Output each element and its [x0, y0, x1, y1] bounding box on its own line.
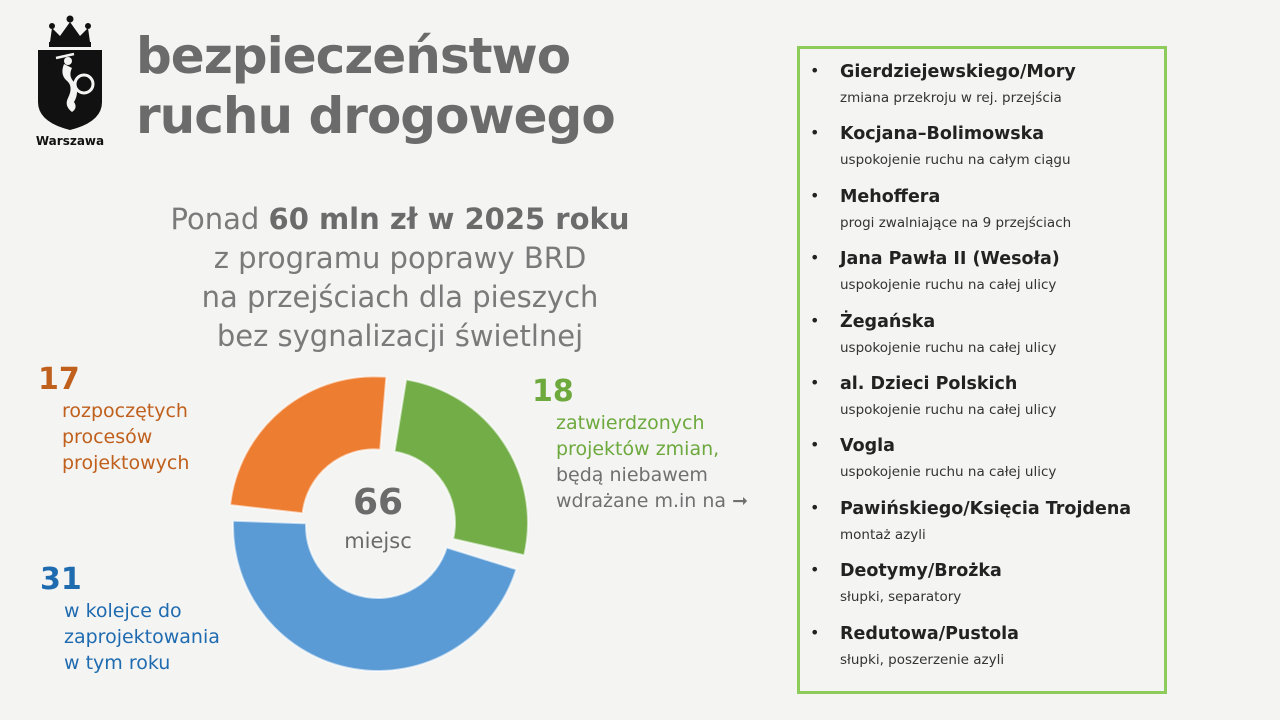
list-item: • Deotymy/Brożka słupki, separatory: [800, 558, 1164, 620]
subtitle-prefix: Ponad: [170, 202, 269, 236]
subtitle-line-1: Ponad 60 mln zł w 2025 roku: [120, 200, 680, 239]
bullet-icon: •: [810, 560, 820, 580]
bullet-icon: •: [810, 435, 820, 455]
subtitle: Ponad 60 mln zł w 2025 roku z programu p…: [120, 200, 680, 356]
donut-center-value: 66: [353, 482, 403, 523]
logo-text: Warszawa: [35, 134, 105, 148]
bullet-icon: •: [810, 497, 820, 517]
subtitle-line-4: bez sygnalizacji świetlnej: [216, 319, 584, 353]
stat-approved: 18 zatwierdzonych projektów zmian, będą …: [532, 374, 748, 514]
donut-slice: [232, 519, 518, 672]
list-item: • Mehoffera progi zwalniające na 9 przejśc…: [800, 184, 1164, 246]
list-item: • Gierdziejewskiego/Mory zmiana przekroju …: [800, 59, 1164, 121]
list-item: • al. Dzieci Polskich uspokojenie ruchu na…: [800, 371, 1164, 433]
list-item-name: Vogla: [840, 436, 895, 457]
list-item-desc: słupki, separatory: [840, 589, 962, 606]
stat-started: 17 rozpoczętych procesów projektowych: [38, 362, 189, 476]
list-item-desc: montaż azyli: [840, 526, 926, 543]
bullet-icon: •: [810, 61, 820, 80]
warsaw-logo: Warszawa: [34, 14, 106, 154]
list-item-desc: zmiana przekroju w rej. przejścia: [840, 90, 1062, 106]
list-item-name: Gierdziejewskiego/Mory: [840, 62, 1076, 82]
list-item: • Vogla uspokojenie ruchu na całej ulicy: [800, 433, 1164, 495]
list-item-name: Jana Pawła II (Wesoła): [840, 249, 1060, 270]
list-item-name: al. Dzieci Polskich: [840, 373, 1018, 394]
bullet-icon: •: [810, 185, 820, 205]
list-item: • Redutowa/Pustola słupki, poszerzenie azy…: [800, 621, 1164, 683]
list-item-desc: uspokojenie ruchu na całej ulicy: [840, 464, 1057, 481]
list-item-name: Żegańska: [840, 311, 936, 332]
stat-started-value: 17: [38, 362, 80, 397]
stat-approved-note: będą niebawem wdrażane m.in na ➞: [556, 464, 748, 512]
title-line-2: ruchu drogowego: [136, 87, 616, 145]
list-item: • Kocjana–Bolimowska uspokojenie ruchu na …: [800, 121, 1164, 183]
project-list: • Gierdziejewskiego/Mory zmiana przekroju …: [800, 49, 1164, 683]
list-item-name: Kocjana–Bolimowska: [840, 124, 1045, 145]
stat-queued-value: 31: [40, 562, 82, 597]
bullet-icon: •: [810, 622, 820, 642]
list-item-desc: uspokojenie ruchu na całej ulicy: [840, 277, 1057, 294]
donut-chart: 66 miejsc: [229, 375, 529, 672]
title-line-1: bezpieczeństwo: [136, 27, 571, 85]
bullet-icon: •: [810, 372, 820, 392]
stat-approved-value: 18: [532, 374, 574, 409]
list-item: • Pawińskiego/Księcia Trojdena montaż azyl…: [800, 496, 1164, 558]
project-list-panel: • Gierdziejewskiego/Mory zmiana przekroju …: [797, 46, 1167, 694]
bullet-icon: •: [810, 310, 820, 330]
list-item-name: Redutowa/Pustola: [840, 623, 1019, 644]
list-item-desc: uspokojenie ruchu na całym ciągu: [840, 152, 1071, 169]
stat-approved-label: zatwierdzonych projektów zmian,: [556, 412, 720, 460]
list-item-desc: słupki, poszerzenie azyli: [840, 651, 1005, 668]
donut-center-label: miejsc: [344, 529, 412, 553]
stat-started-label: rozpoczętych procesów projektowych: [62, 400, 190, 474]
donut-slice: [229, 375, 388, 515]
list-item-desc: uspokojenie ruchu na całej ulicy: [840, 339, 1057, 356]
subtitle-bold: 60 mln zł w 2025 roku: [268, 202, 630, 236]
list-item-desc: uspokojenie ruchu na całej ulicy: [840, 401, 1057, 418]
list-item-desc: progi zwalniające na 9 przejściach: [840, 214, 1072, 231]
list-item: • Jana Pawła II (Wesoła) uspokojenie ruchu…: [800, 246, 1164, 308]
list-item-name: Pawińskiego/Księcia Trojdena: [840, 498, 1132, 519]
bullet-icon: •: [810, 248, 820, 268]
subtitle-line-2: z programu poprawy BRD: [213, 241, 587, 275]
stat-queued: 31 w kolejce do zaprojektowania w tym ro…: [40, 562, 220, 676]
bullet-icon: •: [810, 123, 820, 143]
subtitle-line-3: na przejściach dla pieszych: [201, 280, 599, 314]
mermaid-crest-icon: [38, 15, 102, 130]
list-item-name: Mehoffera: [840, 186, 941, 207]
list-item: • Żegańska uspokojenie ruchu na całej ulic…: [800, 309, 1164, 371]
donut-slice: [393, 378, 529, 557]
list-item-name: Deotymy/Brożka: [840, 561, 1002, 582]
stat-queued-label: w kolejce do zaprojektowania w tym roku: [64, 600, 220, 674]
page-title: bezpieczeństwo ruchu drogowego: [136, 26, 616, 146]
